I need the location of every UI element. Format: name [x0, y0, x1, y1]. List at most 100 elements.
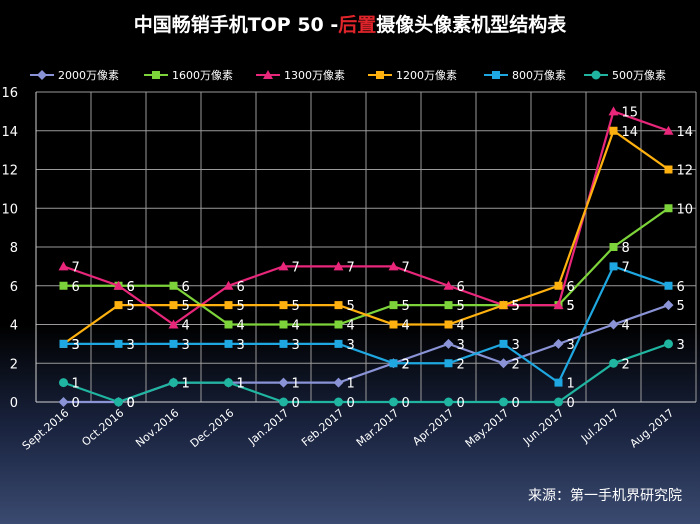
data-label: 0	[127, 396, 135, 411]
data-label: 7	[622, 260, 630, 275]
x-tick-label: Dec.2016	[188, 406, 237, 450]
data-label: 2	[622, 357, 630, 372]
data-label: 5	[457, 299, 465, 314]
x-tick-label: Nov.2016	[133, 406, 181, 449]
data-label: 2	[512, 357, 520, 372]
data-label: 5	[512, 299, 520, 314]
marker-circle	[169, 378, 178, 388]
data-label: 5	[127, 299, 135, 314]
marker-triangle	[443, 280, 454, 290]
data-label: 3	[347, 338, 355, 353]
series-lines	[58, 106, 674, 407]
marker-square	[389, 359, 398, 368]
x-tick-label: Jul.2017	[578, 406, 621, 445]
data-label: 0	[512, 396, 520, 411]
data-label: 7	[72, 260, 80, 275]
marker-diamond	[37, 70, 47, 80]
x-tick-label: Mar.2017	[354, 406, 402, 449]
data-label: 5	[182, 299, 190, 314]
marker-triangle	[168, 319, 179, 329]
legend-item: 1600万像素	[144, 69, 233, 82]
marker-square	[114, 339, 123, 348]
marker-square	[444, 320, 453, 329]
marker-circle	[389, 397, 398, 407]
data-label: 1	[347, 377, 355, 392]
data-label: 4	[182, 319, 190, 334]
y-tick-label: 2	[10, 357, 18, 372]
series-500万像素	[59, 339, 673, 407]
marker-triangle	[333, 261, 344, 271]
data-label: 1	[182, 377, 190, 392]
marker-square	[609, 126, 618, 135]
marker-triangle	[388, 261, 399, 271]
data-label: 3	[567, 338, 575, 353]
marker-square	[114, 301, 123, 310]
x-tick-label: Sept.2016	[20, 406, 72, 452]
marker-square	[334, 339, 343, 348]
marker-square	[389, 320, 398, 329]
data-label: 15	[622, 105, 639, 120]
data-label: 0	[292, 396, 300, 411]
legend-item: 800万像素	[484, 69, 566, 82]
series-1200万像素	[59, 126, 673, 348]
y-tick-label: 12	[1, 164, 18, 179]
data-label: 2	[457, 357, 465, 372]
marker-square	[609, 262, 618, 271]
marker-square	[279, 339, 288, 348]
y-tick-label: 10	[1, 202, 18, 217]
marker-square	[279, 301, 288, 310]
x-tick-label: Jun.2017	[520, 406, 566, 448]
marker-square	[152, 71, 160, 79]
data-label: 0	[567, 396, 575, 411]
legend-label: 1200万像素	[396, 69, 457, 82]
series-800万像素	[59, 262, 673, 387]
data-label: 0	[457, 396, 465, 411]
data-label: 7	[347, 260, 355, 275]
legend-item: 2000万像素	[30, 69, 119, 82]
data-label: 3	[292, 338, 300, 353]
data-label: 0	[402, 396, 410, 411]
marker-triangle	[263, 70, 273, 79]
data-label: 4	[457, 319, 465, 334]
marker-diamond	[608, 319, 619, 330]
marker-square	[499, 301, 508, 310]
data-label: 6	[567, 280, 575, 295]
data-label: 6	[127, 280, 135, 295]
marker-circle	[224, 378, 233, 388]
y-tick-label: 4	[10, 319, 18, 334]
marker-circle	[664, 339, 673, 349]
marker-triangle	[58, 261, 69, 271]
data-label: 4	[402, 319, 410, 334]
data-label: 7	[402, 260, 410, 275]
y-tick-label: 6	[10, 280, 18, 295]
data-label: 1	[72, 377, 80, 392]
marker-circle	[444, 397, 453, 407]
data-label: 5	[512, 299, 520, 314]
x-tick-label: Oct.2016	[79, 406, 126, 448]
data-label: 14	[677, 125, 694, 140]
data-label: 6	[127, 280, 135, 295]
marker-triangle	[663, 125, 674, 135]
y-tick-label: 0	[10, 396, 18, 411]
data-label: 3	[512, 338, 520, 353]
data-label: 10	[677, 202, 694, 217]
data-label: 0	[72, 396, 80, 411]
marker-circle	[609, 358, 618, 368]
data-label: 1	[567, 377, 575, 392]
marker-square	[554, 378, 563, 387]
marker-circle	[591, 70, 601, 80]
data-label: 5	[292, 299, 300, 314]
marker-circle	[334, 397, 343, 407]
marker-square	[609, 243, 618, 251]
marker-circle	[554, 397, 563, 407]
data-label: 1	[292, 377, 300, 392]
data-label: 3	[182, 338, 190, 353]
data-label: 5	[567, 299, 575, 314]
marker-square	[664, 281, 673, 290]
data-label: 7	[292, 260, 300, 275]
series-1300万像素	[58, 106, 674, 329]
marker-circle	[114, 397, 123, 407]
data-label: 14	[622, 125, 639, 140]
